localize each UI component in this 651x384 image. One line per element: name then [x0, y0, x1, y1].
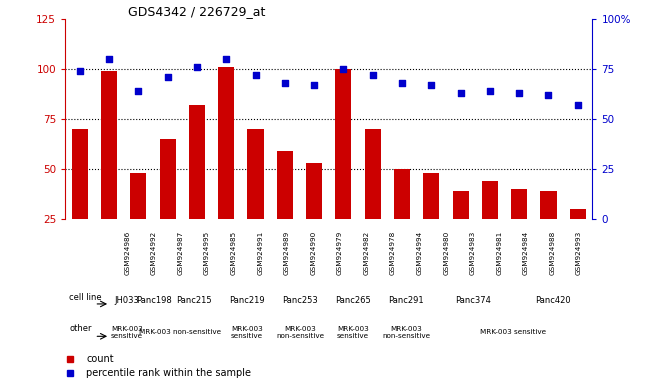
Text: Panc291: Panc291 — [389, 296, 424, 305]
Point — [191, 64, 202, 70]
Bar — [335, 69, 352, 269]
Text: count: count — [86, 354, 114, 364]
Text: Panc374: Panc374 — [455, 296, 491, 305]
Bar — [570, 209, 586, 269]
Bar — [306, 163, 322, 269]
Text: Panc198: Panc198 — [136, 296, 172, 305]
Bar — [130, 173, 146, 269]
Point — [250, 72, 260, 78]
Text: GSM924984: GSM924984 — [523, 230, 529, 275]
Bar — [72, 129, 88, 269]
Point — [339, 66, 349, 72]
Point — [426, 82, 436, 88]
Bar — [189, 105, 205, 269]
Bar — [482, 181, 498, 269]
Bar — [394, 169, 410, 269]
Bar — [101, 71, 117, 269]
Text: Panc265: Panc265 — [335, 296, 371, 305]
Point — [133, 88, 143, 94]
Text: GDS4342 / 226729_at: GDS4342 / 226729_at — [128, 5, 266, 18]
Text: GSM924979: GSM924979 — [337, 230, 343, 275]
Text: GSM924982: GSM924982 — [363, 230, 370, 275]
Text: GSM924981: GSM924981 — [496, 230, 503, 275]
Text: Panc219: Panc219 — [229, 296, 265, 305]
Point — [280, 80, 290, 86]
Text: percentile rank within the sample: percentile rank within the sample — [86, 368, 251, 378]
Text: Panc253: Panc253 — [282, 296, 318, 305]
Text: Panc420: Panc420 — [534, 296, 570, 305]
Bar — [218, 67, 234, 269]
Point — [484, 88, 495, 94]
Text: GSM924995: GSM924995 — [204, 230, 210, 275]
Text: cell line: cell line — [69, 293, 102, 302]
Text: MRK-003
non-sensitive: MRK-003 non-sensitive — [276, 326, 324, 339]
Point — [309, 82, 319, 88]
Text: other: other — [69, 324, 92, 333]
Point — [514, 90, 524, 96]
Point — [396, 80, 408, 86]
Point — [163, 74, 173, 80]
Point — [104, 56, 115, 62]
Bar — [159, 139, 176, 269]
Text: MRK-003 sensitive: MRK-003 sensitive — [480, 329, 546, 335]
Bar — [540, 191, 557, 269]
Bar — [277, 151, 293, 269]
Bar — [365, 129, 381, 269]
Point — [543, 92, 553, 98]
Text: GSM924987: GSM924987 — [177, 230, 184, 275]
Bar — [452, 191, 469, 269]
Point — [367, 72, 378, 78]
Text: GSM924983: GSM924983 — [470, 230, 476, 275]
Text: GSM924980: GSM924980 — [443, 230, 449, 275]
Text: MRK-003
non-sensitive: MRK-003 non-sensitive — [382, 326, 430, 339]
Point — [221, 56, 232, 62]
Text: GSM924989: GSM924989 — [284, 230, 290, 275]
Text: MRK-003
sensitive: MRK-003 sensitive — [111, 326, 143, 339]
Text: Panc215: Panc215 — [176, 296, 212, 305]
Text: GSM924985: GSM924985 — [230, 230, 236, 275]
Bar — [247, 129, 264, 269]
Text: GSM924991: GSM924991 — [257, 230, 263, 275]
Point — [455, 90, 465, 96]
Point — [74, 68, 85, 74]
Point — [572, 102, 583, 108]
Text: GSM924978: GSM924978 — [390, 230, 396, 275]
Text: GSM924994: GSM924994 — [417, 230, 422, 275]
Text: MRK-003 non-sensitive: MRK-003 non-sensitive — [139, 329, 221, 335]
Text: GSM924992: GSM924992 — [151, 230, 157, 275]
Text: GSM924986: GSM924986 — [124, 230, 130, 275]
Text: GSM924988: GSM924988 — [549, 230, 555, 275]
Text: JH033: JH033 — [115, 296, 140, 305]
Text: GSM924993: GSM924993 — [576, 230, 582, 275]
Text: GSM924990: GSM924990 — [311, 230, 316, 275]
Text: MRK-003
sensitive: MRK-003 sensitive — [230, 326, 263, 339]
Text: MRK-003
sensitive: MRK-003 sensitive — [337, 326, 369, 339]
Bar — [511, 189, 527, 269]
Bar — [423, 173, 439, 269]
